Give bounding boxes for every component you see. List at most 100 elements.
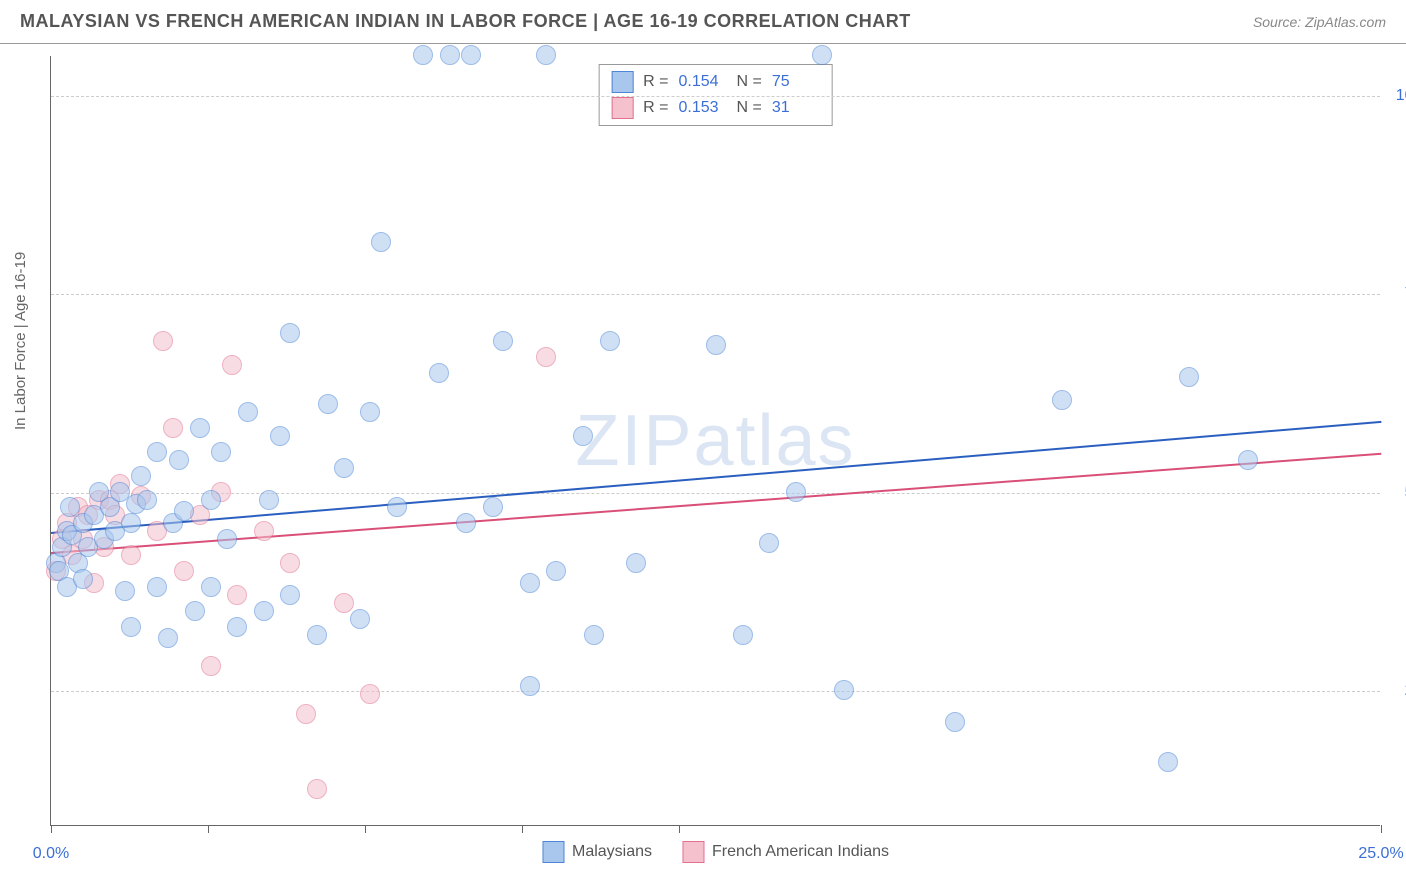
data-point xyxy=(201,577,221,597)
legend-label-series2: French American Indians xyxy=(712,843,889,861)
data-point xyxy=(115,581,135,601)
x-tick xyxy=(51,825,52,833)
data-point xyxy=(227,617,247,637)
chart-title: MALAYSIAN VS FRENCH AMERICAN INDIAN IN L… xyxy=(20,11,911,32)
data-point xyxy=(371,232,391,252)
trend-line xyxy=(51,421,1381,534)
data-point xyxy=(626,553,646,573)
n-value-series1: 75 xyxy=(772,73,820,91)
data-point xyxy=(131,466,151,486)
data-point xyxy=(1158,752,1178,772)
gridline xyxy=(51,691,1380,692)
legend-item-series1: Malaysians xyxy=(542,841,652,863)
x-tick xyxy=(1381,825,1382,833)
source-attribution: Source: ZipAtlas.com xyxy=(1253,14,1386,30)
data-point xyxy=(334,458,354,478)
data-point xyxy=(259,490,279,510)
data-point xyxy=(584,625,604,645)
legend-item-series2: French American Indians xyxy=(682,841,889,863)
data-point xyxy=(759,533,779,553)
data-point xyxy=(1179,367,1199,387)
data-point xyxy=(169,450,189,470)
data-point xyxy=(147,577,167,597)
n-value-series2: 31 xyxy=(772,99,820,117)
data-point xyxy=(318,394,338,414)
data-point xyxy=(334,593,354,613)
r-value-series1: 0.154 xyxy=(679,73,727,91)
data-point xyxy=(201,490,221,510)
data-point xyxy=(280,323,300,343)
data-point xyxy=(360,402,380,422)
x-tick-label: 25.0% xyxy=(1358,845,1403,863)
x-tick xyxy=(522,825,523,833)
data-point xyxy=(307,779,327,799)
legend-swatch-series1 xyxy=(542,841,564,863)
gridline xyxy=(51,294,1380,295)
data-point xyxy=(254,521,274,541)
r-label: R = xyxy=(643,99,668,117)
data-point xyxy=(440,45,460,65)
data-point xyxy=(121,545,141,565)
data-point xyxy=(147,442,167,462)
data-point xyxy=(350,609,370,629)
data-point xyxy=(174,501,194,521)
data-point xyxy=(483,497,503,517)
data-point xyxy=(733,625,753,645)
data-point xyxy=(222,355,242,375)
data-point xyxy=(546,561,566,581)
data-point xyxy=(1238,450,1258,470)
data-point xyxy=(163,418,183,438)
data-point xyxy=(153,331,173,351)
data-point xyxy=(137,490,157,510)
y-tick-label: 100.0% xyxy=(1390,87,1406,105)
data-point xyxy=(812,45,832,65)
x-tick xyxy=(208,825,209,833)
data-point xyxy=(945,712,965,732)
data-point xyxy=(296,704,316,724)
data-point xyxy=(1052,390,1072,410)
scatter-plot: ZIPatlas R = 0.154 N = 75 R = 0.153 N = … xyxy=(50,56,1380,826)
data-point xyxy=(121,617,141,637)
x-tick xyxy=(679,825,680,833)
data-point xyxy=(201,656,221,676)
legend-swatch-series2 xyxy=(611,97,633,119)
data-point xyxy=(493,331,513,351)
trend-line xyxy=(51,453,1381,554)
data-point xyxy=(227,585,247,605)
data-point xyxy=(254,601,274,621)
stats-row-series1: R = 0.154 N = 75 xyxy=(611,69,820,95)
data-point xyxy=(520,676,540,696)
data-point xyxy=(573,426,593,446)
data-point xyxy=(121,513,141,533)
data-point xyxy=(238,402,258,422)
data-point xyxy=(429,363,449,383)
data-point xyxy=(413,45,433,65)
data-point xyxy=(307,625,327,645)
stats-row-series2: R = 0.153 N = 31 xyxy=(611,95,820,121)
chart-header: MALAYSIAN VS FRENCH AMERICAN INDIAN IN L… xyxy=(0,0,1406,44)
legend-swatch-series1 xyxy=(611,71,633,93)
data-point xyxy=(280,553,300,573)
data-point xyxy=(520,573,540,593)
r-label: R = xyxy=(643,73,668,91)
x-tick-label: 0.0% xyxy=(33,845,69,863)
data-point xyxy=(536,45,556,65)
gridline xyxy=(51,493,1380,494)
gridline xyxy=(51,96,1380,97)
legend-label-series1: Malaysians xyxy=(572,843,652,861)
data-point xyxy=(211,442,231,462)
n-label: N = xyxy=(737,73,762,91)
n-label: N = xyxy=(737,99,762,117)
y-tick-label: 25.0% xyxy=(1390,682,1406,700)
data-point xyxy=(270,426,290,446)
data-point xyxy=(786,482,806,502)
y-tick-label: 75.0% xyxy=(1390,285,1406,303)
data-point xyxy=(706,335,726,355)
data-point xyxy=(217,529,237,549)
data-point xyxy=(461,45,481,65)
data-point xyxy=(600,331,620,351)
data-point xyxy=(360,684,380,704)
data-point xyxy=(174,561,194,581)
y-tick-label: 50.0% xyxy=(1390,484,1406,502)
r-value-series2: 0.153 xyxy=(679,99,727,117)
